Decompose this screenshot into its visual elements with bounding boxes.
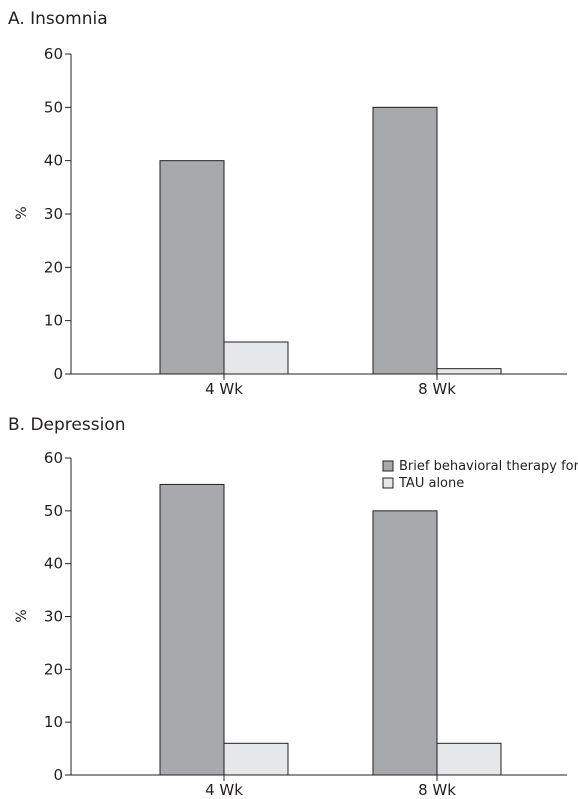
bar: [436, 742, 502, 776]
y-tick-label: 40: [44, 152, 63, 170]
y-tick-label: 30: [44, 608, 63, 626]
legend-label: Brief behavioral therapy for insomnia + …: [399, 459, 578, 474]
y-ticks: 0 10 20 30 40 50 60: [44, 449, 71, 784]
bar: [223, 341, 289, 375]
y-axis-label: %: [14, 206, 30, 219]
y-tick-label: 60: [44, 45, 63, 63]
axes: [70, 54, 567, 375]
y-tick-label: 40: [44, 555, 63, 573]
panel-title: A. Insomnia: [8, 9, 108, 29]
axes: [70, 458, 567, 776]
legend-swatch: [382, 477, 394, 489]
legend: Brief behavioral therapy for insomnia + …: [382, 459, 578, 491]
y-tick-label: 10: [44, 713, 63, 731]
y-tick-label: 20: [44, 258, 63, 276]
bar: [159, 160, 225, 375]
y-tick-label: 50: [44, 502, 63, 520]
y-tick-label: 10: [44, 312, 63, 330]
legend-swatch: [382, 460, 394, 472]
bars: [159, 483, 502, 776]
bar: [159, 483, 225, 776]
y-ticks: 0 10 20 30 40 50 60: [44, 45, 71, 383]
bar: [223, 742, 289, 776]
bar: [372, 106, 438, 375]
x-ticks: 4 Wk 8 Wk: [205, 374, 456, 398]
panel-insomnia: A. Insomnia % 0 10 20 30 40 50 60 4 Wk 8 Wk: [8, 9, 567, 398]
bars: [159, 106, 502, 375]
legend-label: TAU alone: [398, 476, 464, 491]
bar: [436, 368, 502, 375]
y-axis-label: %: [14, 609, 30, 622]
x-tick-label: 4 Wk: [205, 380, 243, 398]
panel-title: B. Depression: [8, 415, 126, 435]
y-tick-label: 30: [44, 205, 63, 223]
x-tick-label: 8 Wk: [418, 781, 456, 799]
x-tick-label: 8 Wk: [418, 380, 456, 398]
y-tick-label: 50: [44, 98, 63, 116]
y-tick-label: 0: [53, 365, 63, 383]
y-tick-label: 0: [53, 766, 63, 784]
bar: [372, 510, 438, 776]
y-tick-label: 20: [44, 660, 63, 678]
panel-depression: B. Depression % 0 10 20 30 40 50 60 4 Wk 8 Wk B…: [8, 415, 578, 799]
x-ticks: 4 Wk 8 Wk: [205, 775, 456, 799]
y-tick-label: 60: [44, 449, 63, 467]
x-tick-label: 4 Wk: [205, 781, 243, 799]
